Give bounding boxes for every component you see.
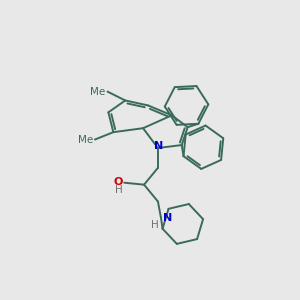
Text: N: N	[163, 213, 172, 224]
Text: Me: Me	[90, 87, 106, 97]
Text: N: N	[154, 141, 164, 151]
Text: H: H	[116, 184, 123, 195]
Text: Me: Me	[78, 134, 93, 145]
Text: H: H	[151, 220, 159, 230]
Text: O: O	[114, 177, 123, 187]
